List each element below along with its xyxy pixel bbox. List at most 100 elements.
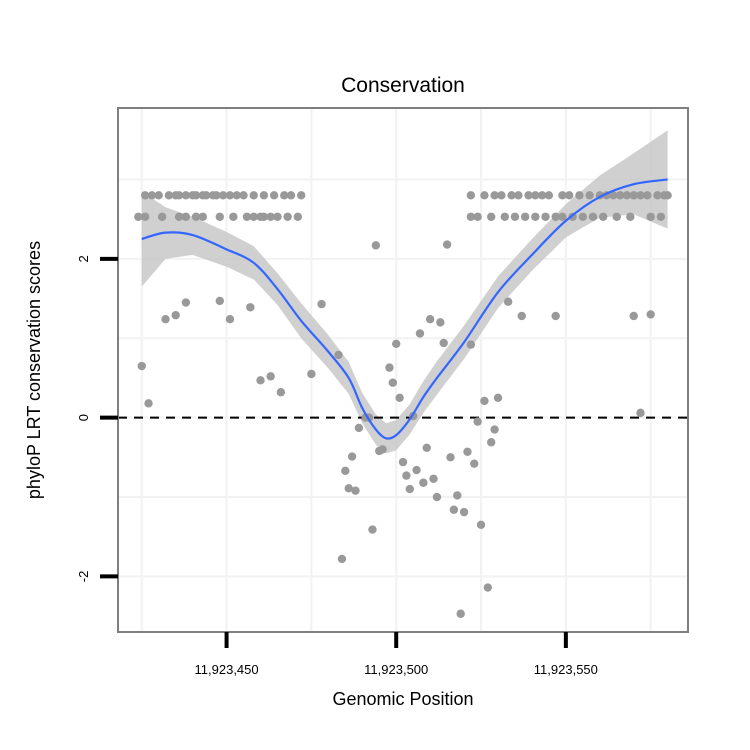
data-point (558, 191, 567, 200)
data-point (463, 447, 472, 456)
data-point (147, 191, 157, 200)
data-point (578, 212, 588, 221)
data-point (307, 369, 316, 379)
data-point (490, 191, 499, 200)
data-point (442, 240, 452, 249)
data-point (412, 465, 421, 475)
data-point (425, 314, 435, 324)
smooth-line (141, 178, 668, 440)
data-point (259, 212, 269, 221)
data-point (558, 212, 567, 221)
data-point (612, 212, 621, 221)
data-point (466, 191, 476, 200)
data-point (385, 363, 394, 372)
data-point (551, 212, 560, 221)
data-point (341, 466, 350, 476)
data-point (609, 191, 618, 200)
data-point (436, 318, 445, 327)
data-point (337, 554, 347, 564)
data-point (459, 507, 469, 517)
data-point (541, 212, 550, 221)
data-point (643, 191, 652, 200)
data-point (225, 314, 235, 324)
axes: 11,923,450 11,923,500 11,923,550 -2 0 2 (76, 255, 598, 677)
data-point (531, 191, 540, 200)
data-point (181, 212, 191, 221)
data-point (405, 484, 414, 494)
data-point (286, 191, 296, 200)
data-point (171, 311, 180, 320)
data-point (473, 417, 482, 426)
data-point (334, 350, 343, 360)
data-point (449, 505, 459, 514)
data-point (198, 212, 208, 221)
data-point (629, 311, 638, 321)
data-point (242, 212, 252, 221)
data-point (510, 212, 520, 221)
data-point (140, 212, 150, 221)
data-point (297, 191, 306, 200)
data-point (487, 438, 496, 447)
data-point (565, 191, 574, 200)
data-point (351, 486, 360, 495)
data-point (524, 191, 533, 200)
data-point (276, 388, 286, 397)
data-point (653, 191, 662, 200)
y-tick-label: -2 (76, 571, 91, 583)
data-point (531, 212, 540, 221)
data-point (636, 191, 645, 200)
data-point (212, 191, 221, 200)
data-point (466, 212, 476, 221)
data-point (507, 191, 516, 200)
data-point (500, 212, 509, 221)
data-point (626, 212, 635, 221)
data-point (344, 484, 353, 493)
data-point (354, 423, 364, 433)
data-point (280, 191, 289, 200)
data-point (191, 212, 201, 221)
y-axis-title: phyloP LRT conservation scores (24, 241, 44, 499)
data-point (663, 191, 672, 200)
data-point (453, 491, 462, 500)
data-point (215, 212, 224, 221)
data-point (480, 191, 489, 200)
data-point (140, 191, 150, 200)
data-point (636, 408, 645, 418)
data-point (432, 492, 442, 502)
y-tick-label: 0 (76, 414, 91, 421)
x-tick-label: 11,923,500 (364, 662, 428, 677)
plot-panel-border (117, 107, 689, 633)
data-point (446, 453, 455, 462)
x-tick-label: 11,923,550 (534, 662, 598, 677)
data-point (517, 311, 526, 321)
data-point (154, 191, 163, 200)
data-point (520, 212, 530, 221)
data-point (415, 329, 425, 338)
data-point (439, 338, 448, 348)
chart-title: Conservation (341, 74, 465, 97)
smooth-line-layer (141, 178, 668, 440)
data-point (551, 311, 560, 321)
data-point (191, 191, 201, 200)
data-point (218, 191, 228, 200)
data-point (497, 191, 506, 200)
data-point (544, 191, 554, 200)
data-point (259, 191, 269, 200)
data-point (174, 212, 184, 221)
data-point (144, 399, 153, 408)
data-point (347, 452, 357, 461)
data-point (246, 303, 255, 312)
data-point (181, 191, 191, 200)
data-point (476, 520, 486, 530)
data-point (490, 425, 499, 434)
data-point (225, 191, 235, 200)
data-point (232, 191, 241, 200)
data-point (483, 583, 493, 592)
data-point (402, 471, 411, 480)
data-point (368, 525, 377, 534)
data-point (503, 297, 513, 306)
data-point (371, 241, 381, 250)
data-point (598, 212, 608, 221)
data-point (134, 212, 143, 221)
